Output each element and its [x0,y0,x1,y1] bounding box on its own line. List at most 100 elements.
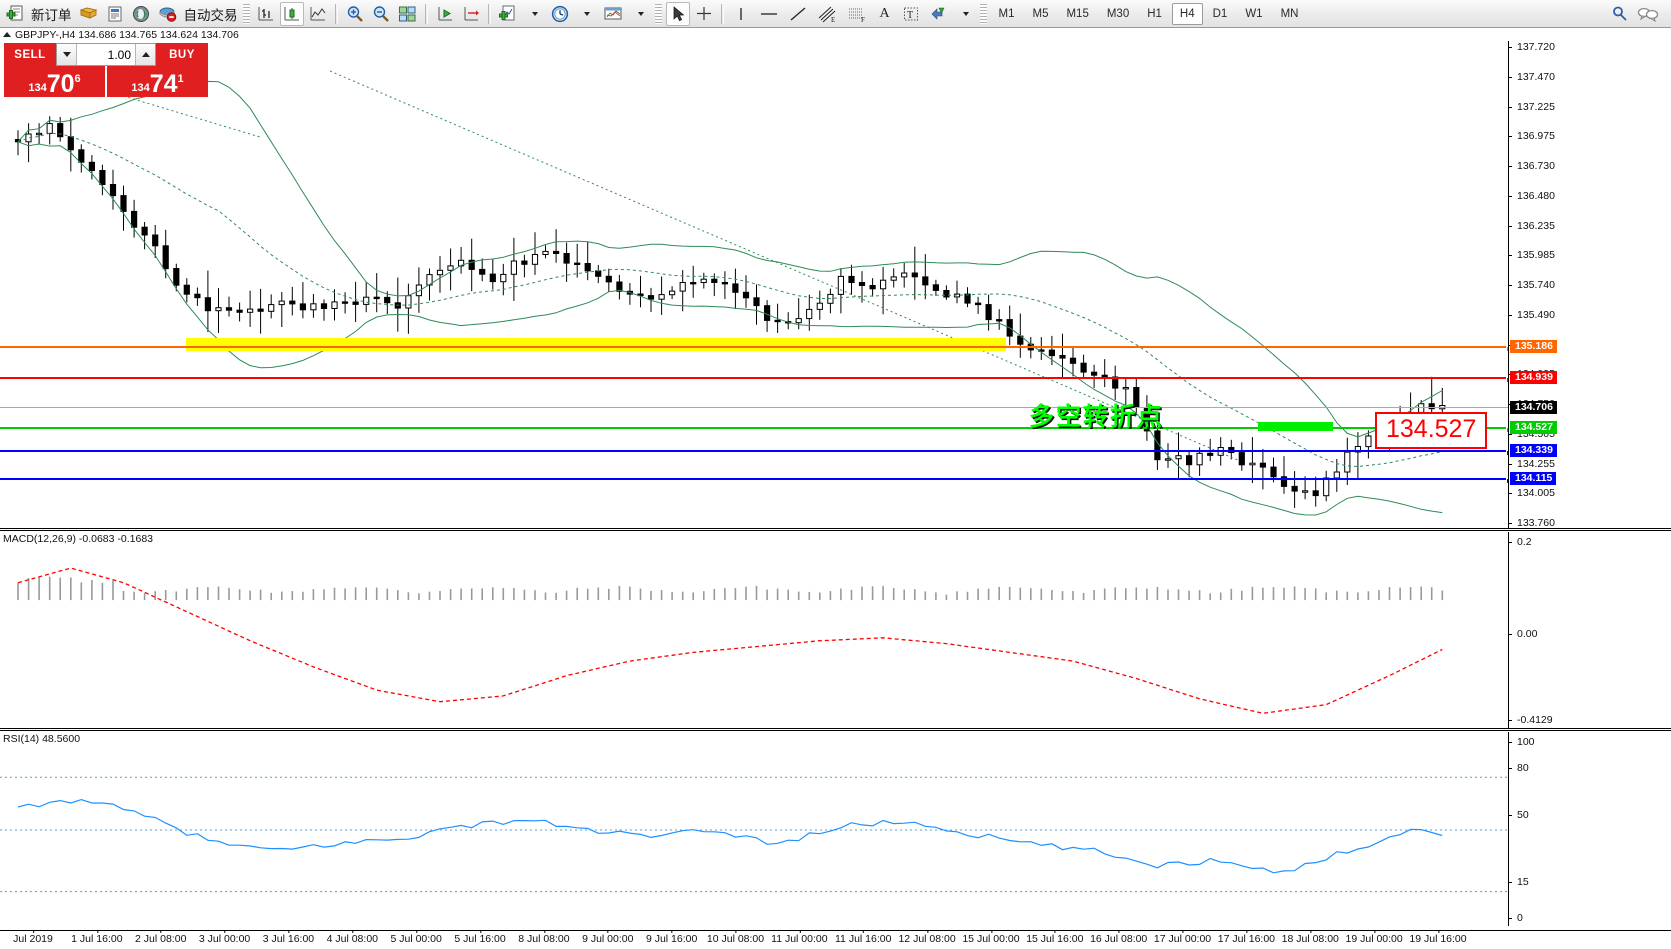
text-button[interactable]: A [873,2,897,26]
buy-button[interactable]: BUY [156,43,208,66]
volume-decrease-button[interactable] [57,44,77,65]
buy-price-display[interactable]: 134 74 1 [107,66,208,97]
rsi-scale[interactable]: 100 80 50 15 0 [1508,732,1671,926]
vertical-line-button[interactable] [729,2,753,26]
candlestick-chart-type-button[interactable] [279,1,304,26]
volume-input[interactable]: 1.00 [77,44,135,65]
price-scale[interactable]: 137.720 137.470 137.225 136.975 136.730 136.4… [1508,41,1671,529]
chart-shift-button[interactable] [459,2,483,26]
add-indicator-button[interactable] [496,2,520,26]
time-axis[interactable]: Jul 2019 1 Jul 16:00 2 Jul 08:00 3 Jul 00:0… [0,930,1671,949]
time-axis-label: 1 Jul 16:00 [71,930,123,945]
time-axis-label: 11 Jul 00:00 [771,930,828,945]
zoom-out-button[interactable] [369,2,393,26]
macd-scale[interactable]: 0.2 0.00 -0.4129 [1508,532,1671,728]
toolbar-grip-2[interactable] [654,3,662,24]
autotrading-label[interactable]: 自动交易 [183,7,238,23]
add-indicator-dropdown[interactable] [522,2,546,26]
signals-button[interactable] [129,2,153,26]
rsi-plot[interactable] [0,732,1508,926]
timeframe-m15[interactable]: M15 [1066,7,1089,20]
timeframe-m5[interactable]: M5 [1032,7,1049,20]
timeframe-mn[interactable]: MN [1280,7,1299,20]
time-axis-label: 17 Jul 16:00 [1217,930,1276,945]
time-axis-label: 16 Jul 08:00 [1090,930,1148,945]
timeframe-m30[interactable]: M30 [1106,7,1130,20]
search-button[interactable] [1608,2,1632,26]
support-line-134339[interactable] [0,449,1508,456]
new-order-button[interactable] [3,2,27,26]
price-level-label[interactable]: 135.186 [1510,339,1557,353]
price-level-label[interactable]: 134.706 [1510,400,1557,414]
timeframe-d1[interactable]: D1 [1212,7,1228,20]
equidistant-channel-button[interactable]: E [813,2,841,26]
toolbar-grip-3[interactable] [979,3,987,24]
volume-stepper[interactable]: 1.00 [56,43,156,66]
autotrading-button[interactable] [155,2,180,26]
fibonacci-icon: F [848,8,865,23]
current-price-line [0,407,1508,408]
resistance-line-134939[interactable] [0,376,1508,383]
price-tick: 136.235 [1508,220,1671,232]
sell-price-display[interactable]: 134 70 6 [4,66,107,97]
chevron-down-icon [532,11,538,16]
timeframe-w1[interactable]: W1 [1245,7,1263,20]
green-zone-highlight [1258,422,1333,431]
chart-area[interactable]: 多空转折点 134.527 137.720 137.470 137.225 136.9… [0,41,1671,930]
price-tick: 136.975 [1508,130,1671,142]
price-level-label[interactable]: 134.527 [1510,420,1557,434]
templates-button[interactable] [600,2,626,26]
line-chart-icon [310,6,325,20]
autoscroll-button[interactable] [433,2,457,26]
rsi-tick: 80 [1508,762,1671,774]
autotrading-icon [159,7,176,22]
timeframe-h4[interactable]: H4 [1171,2,1203,25]
trendline-button[interactable] [785,2,811,26]
timeframe-m1[interactable]: M1 [998,7,1015,20]
bar-chart-button[interactable] [76,2,101,26]
chat-button[interactable] [1634,2,1662,26]
new-order-label[interactable]: 新订单 [31,7,72,23]
time-axis-label: 15 Jul 16:00 [1026,930,1084,945]
horizontal-line-button[interactable] [755,2,783,26]
macd-plot[interactable] [0,532,1508,728]
zoom-in-button[interactable] [343,2,367,26]
arrows-button[interactable] [925,2,951,26]
support-line-134115[interactable] [0,477,1508,484]
sell-button[interactable]: SELL [4,43,56,66]
price-pane[interactable]: 多空转折点 134.527 137.720 137.470 137.225 136.9… [0,41,1671,529]
crosshair-button[interactable] [692,2,716,26]
volume-increase-button[interactable] [135,44,155,65]
rsi-pane[interactable]: RSI(14) 48.5600 100 80 50 15 0 [0,732,1671,926]
pivot-line-134527[interactable] [0,426,1508,433]
line-chart-type-button[interactable] [306,2,330,26]
toolbar-separator-4 [720,3,724,24]
pane-divider-2[interactable] [0,728,1671,731]
vertical-line-icon [739,7,742,20]
resistance-line-135186[interactable] [0,345,1508,352]
templates-dropdown[interactable] [628,2,652,26]
fibonacci-button[interactable]: F [843,2,871,26]
period-button[interactable] [548,2,572,26]
open-data-button[interactable] [103,2,127,26]
text-label-button[interactable]: T [899,2,923,26]
price-level-label[interactable]: 134.339 [1510,443,1557,457]
period-dropdown[interactable] [574,2,598,26]
new-order-icon [6,5,23,20]
text-a-icon: A [879,5,890,21]
price-level-label[interactable]: 134.939 [1510,370,1557,384]
bar-chart-type-button[interactable] [254,2,278,26]
price-plot[interactable]: 多空转折点 134.527 [0,41,1508,528]
tile-windows-button[interactable] [395,2,420,26]
cursor-button[interactable] [665,1,690,26]
price-tick: 137.470 [1508,71,1671,83]
chart-shift-icon [464,6,479,20]
price-tick: 134.255 [1508,458,1671,470]
macd-pane[interactable]: MACD(12,26,9) -0.0683 -0.1683 0.2 0.00 -0.… [0,532,1671,728]
pane-divider-1[interactable] [0,528,1671,531]
toolbar-grip[interactable] [242,3,250,24]
timeframe-h1[interactable]: H1 [1147,7,1162,20]
arrows-dropdown[interactable] [953,2,977,26]
trend-up-icon [3,32,11,37]
price-level-label[interactable]: 134.115 [1510,471,1557,485]
